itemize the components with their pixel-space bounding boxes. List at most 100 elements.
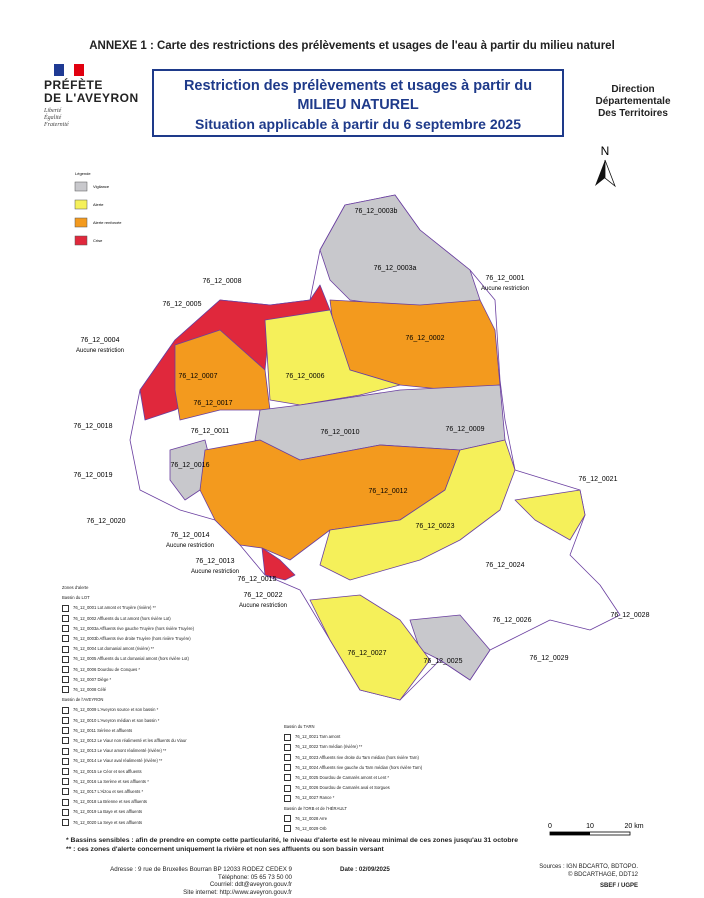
legend-swatch — [74, 235, 88, 246]
zone-label: 76_12_0011 — [191, 428, 230, 435]
scale-label: 10 — [586, 823, 594, 830]
direction: Direction Départementale Des Territoires — [578, 84, 688, 120]
zone-label: 76_12_0012 — [369, 488, 408, 495]
zone-list-item: 76_12_0027 Rance * — [284, 793, 422, 803]
zone-list-item: 76_12_0004 Lot domanial amont (rivière) … — [62, 644, 194, 654]
zone-note: Aucune restriction — [166, 543, 214, 549]
date: Date : 02/09/2025 — [340, 866, 390, 873]
zone-label: 76_12_0025 — [424, 658, 463, 665]
address-line: Téléphone: 05 65 73 50 00 — [218, 873, 292, 881]
basin-title: Bassin de l'ORB et de l'HÉRAULT — [284, 805, 347, 811]
zone-area — [261, 547, 296, 581]
basin-title: Bassin du TARN — [284, 724, 315, 729]
zone-area — [309, 594, 431, 701]
zone-label: 76_12_0018 — [74, 423, 113, 430]
zone-label: 76_12_0027 — [348, 650, 387, 657]
zone-label: 76_12_0003b — [355, 208, 398, 215]
zone-label: 76_12_0020 — [87, 518, 126, 525]
zone-label: 76_12_0007 — [179, 373, 218, 380]
scale-bar: 0 10 20 km — [548, 823, 644, 836]
zone-label: 76_12_0005 — [163, 301, 202, 308]
zones — [129, 194, 621, 701]
legend-label: Crise — [93, 238, 103, 243]
zone-label: 76_12_0026 — [493, 617, 532, 624]
title-box: Restriction des prélèvements et usages à… — [152, 69, 564, 137]
scale-rect — [550, 832, 590, 835]
legend-swatch — [74, 199, 88, 210]
note: ** : ces zones d'alerte concernent uniqu… — [66, 846, 384, 853]
zone-list-item: 76_12_0019 La Baye et ses affluents — [62, 807, 194, 817]
zone-label: 76_12_0013 — [196, 558, 235, 565]
legend-title: Légende — [75, 171, 91, 176]
zone-list-item: 76_12_0026 Dourdou de Camarès aval et So… — [284, 783, 422, 793]
zone-list-item: 76_12_0003a Affluents rive gauche Truyèr… — [62, 624, 194, 634]
sources: Sources : IGN BDCARTO, BDTOPO. © BDCARTH… — [500, 864, 638, 891]
zone-note: Aucune restriction — [481, 286, 529, 292]
zone-area — [514, 489, 586, 541]
title-line: MILIEU NATUREL — [297, 97, 419, 113]
zone-label: 76_12_0001 — [486, 275, 525, 282]
zone-list-item: 76_12_0002 Affluents du Lot amont (hors … — [62, 614, 194, 624]
source-line: © BDCARTHAGE, DDT12 — [568, 871, 638, 878]
motto: Liberté Égalité Fraternité — [44, 108, 154, 129]
zone-label: 76_12_0006 — [286, 373, 325, 380]
motto-line: Liberté — [44, 108, 62, 114]
direction-line: Direction — [611, 84, 655, 95]
note: * Bassins sensibles : afin de prendre en… — [66, 837, 518, 844]
zone-label: 76_12_0004 — [81, 337, 120, 344]
zone-label: 76_12_0016 — [171, 462, 210, 469]
zone-list-item: 76_12_0010 L'Aveyron médian et son bassi… — [62, 716, 194, 726]
basin-title: Bassin de l'AVEYRON — [62, 697, 104, 703]
zone-note: Aucune restriction — [239, 603, 287, 609]
zone-area — [319, 194, 481, 311]
annex-title: ANNEXE 1 : Carte des restrictions des pr… — [89, 40, 615, 52]
zone-labels: 76_12_0003b 76_12_0003a 76_12_0001 Aucune r… — [74, 208, 650, 665]
logo-line: PRÉFÈTE — [44, 78, 103, 92]
north-arrow — [604, 159, 616, 188]
zone-label: 76_12_0003a — [374, 265, 417, 272]
direction-line: Départementale — [595, 96, 671, 107]
basin-title: Bassin du LOT — [62, 595, 90, 601]
zone-list-item: 76_12_0017 L'Alzou et ses affluents * — [62, 787, 194, 797]
legend-label: Alerte — [93, 202, 104, 207]
zone-list-item: 76_12_0014 Le Viaur aval réalimenté (riv… — [62, 756, 194, 766]
zone-list-item: 76_12_0018 La Brienne et ses affluents — [62, 797, 194, 807]
motto-line: Égalité — [44, 115, 62, 121]
title-line: Situation applicable à partir du 6 septe… — [195, 116, 521, 132]
zone-label: 76_12_0008 — [203, 278, 242, 285]
zone-area — [264, 309, 401, 406]
zone-list-item: 76_12_0020 La Seye et ses affluents — [62, 818, 194, 828]
address-line: Site internet: http://www.aveyron.gouv.f… — [183, 888, 292, 896]
zone-list-item: 76_12_0021 Tarn amont — [284, 732, 422, 742]
address: Adresse : 9 rue de Bruxelles Bourran BP … — [92, 866, 292, 896]
zone-label: 76_12_0009 — [446, 426, 485, 433]
zone-list-item: 76_12_0029 Orb — [284, 824, 422, 834]
zone-list-item: 76_12_0007 Diège * — [62, 675, 194, 685]
zone-label: 76_12_0029 — [530, 655, 569, 662]
logo: PRÉFÈTE DE L'AVEYRON Liberté Égalité Fra… — [44, 64, 154, 129]
address-line: Courriel: ddt@aveyron.gouv.fr — [209, 881, 292, 889]
legend-label: Vigilance — [93, 184, 110, 189]
legend-swatch — [74, 181, 88, 192]
zone-label: 76_12_0021 — [579, 476, 618, 483]
zone-list: Bassin du TARN 76_12_0021 Tarn amont 76_12… — [284, 722, 422, 834]
zone-list-item: 76_12_0001 Lot amont et Truyère (rivière… — [62, 603, 194, 613]
zone-label: 76_12_0014 — [171, 532, 210, 539]
source-line: Sources : IGN BDCARTO, BDTOPO. — [539, 864, 638, 870]
list-title: Zones d'alerte — [62, 585, 89, 590]
zone-list-item: 76_12_0011 Sérène et affluents — [62, 726, 194, 736]
zone-area — [174, 329, 271, 421]
zone-area — [319, 439, 516, 581]
zone-note: Aucune restriction — [76, 348, 124, 354]
zone-list-item: 76_12_0012 Le Viaur non réalimenté et le… — [62, 736, 194, 746]
zone-list-item: 76_12_0024 Affluents rive gauche du Tarn… — [284, 763, 422, 773]
zone-label: 76_12_0028 — [611, 612, 650, 619]
zone-label: 76_12_0022 — [244, 592, 283, 599]
zone-list-item: 76_12_0006 Dourdou de Conques * — [62, 665, 194, 675]
zone-label: 76_12_0023 — [416, 523, 455, 530]
notes: * Bassins sensibles : afin de prendre en… — [66, 836, 518, 854]
zone-label: 76_12_0017 — [194, 400, 233, 407]
zone-label: 76_12_0024 — [486, 562, 525, 569]
north-label: N — [601, 144, 610, 158]
